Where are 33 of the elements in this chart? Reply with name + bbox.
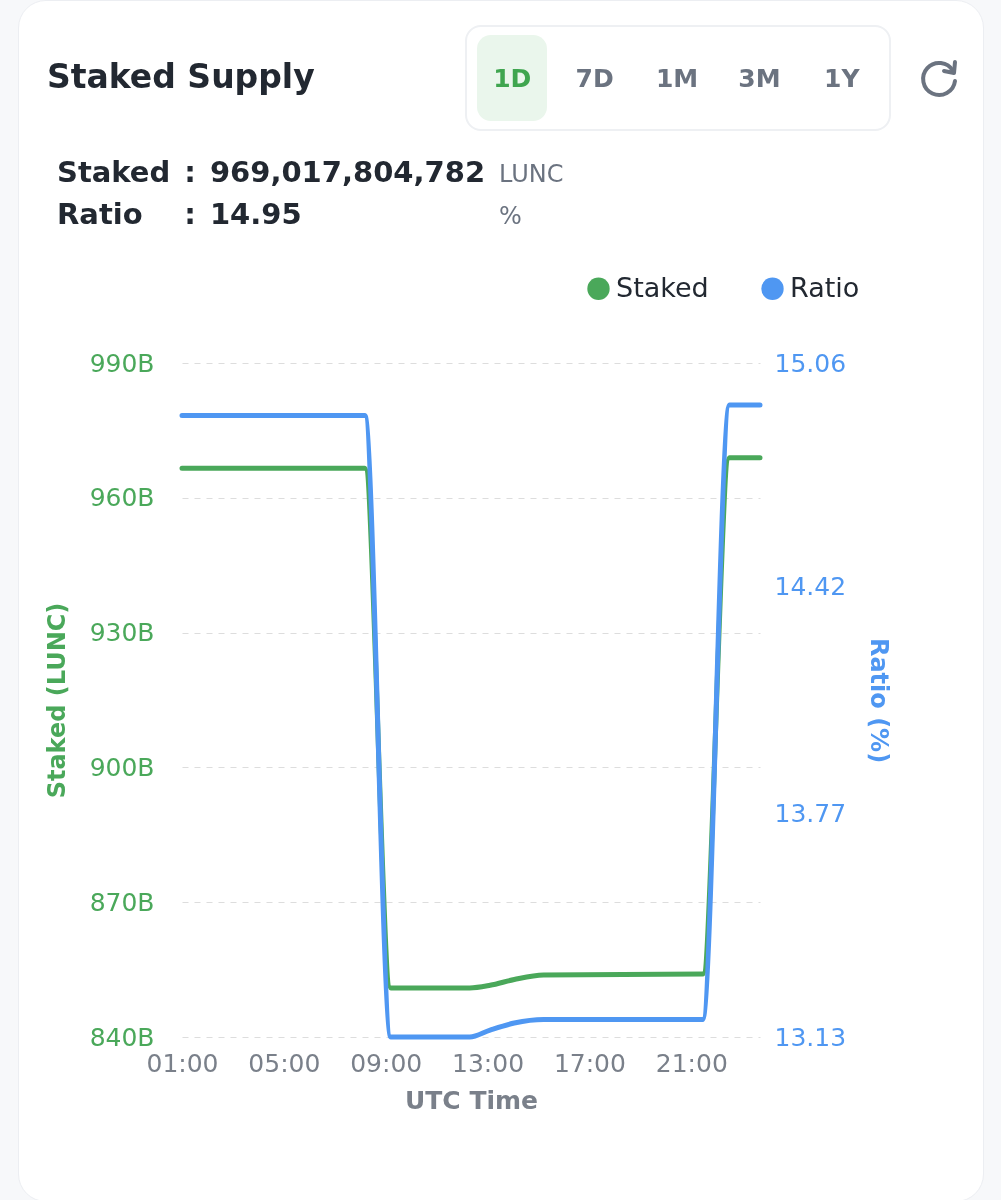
text: 1Y: [823, 62, 861, 95]
chart-title: Staked Supply: [47, 57, 315, 96]
text: Ratio: [57, 197, 144, 231]
x-tick-label: 05:00: [248, 1048, 321, 1078]
text: 1M: [654, 62, 700, 95]
text: 1D: [477, 35, 548, 121]
y2-axis-title: Ratio (%): [865, 637, 894, 764]
y2-tick-label: 13.77: [774, 799, 847, 828]
y-tick-label: 900B: [89, 752, 155, 782]
text: %: [499, 202, 523, 230]
y2-tick-label: 14.42: [774, 572, 847, 601]
text: Staked: [57, 155, 171, 189]
x-tick-label: 17:00: [553, 1048, 626, 1078]
y-tick-label: 990B: [89, 348, 155, 378]
x-tick-label: 21:00: [655, 1048, 728, 1078]
y-axis-title: Staked (LUNC): [42, 602, 71, 799]
y-tick-label: 870B: [89, 887, 155, 917]
legend-label: Staked: [616, 271, 709, 303]
text: :: [184, 197, 196, 231]
text: 7D: [574, 62, 615, 95]
x-tick-label: 09:00: [350, 1048, 423, 1078]
text: 969,017,804,782: [209, 155, 486, 189]
text: LUNC: [499, 160, 564, 188]
text: 14.95: [209, 197, 303, 231]
y2-tick-label: 15.06: [774, 348, 847, 378]
text: 3M: [737, 62, 782, 95]
x-axis-title: UTC Time: [404, 1085, 539, 1115]
legend-label: Ratio: [790, 271, 860, 303]
text: :: [184, 155, 196, 189]
y-tick-label: 960B: [89, 483, 155, 513]
y2-tick-label: 13.13: [774, 1022, 847, 1052]
x-tick-label: 13:00: [452, 1048, 525, 1078]
y-tick-label: 930B: [89, 618, 155, 648]
